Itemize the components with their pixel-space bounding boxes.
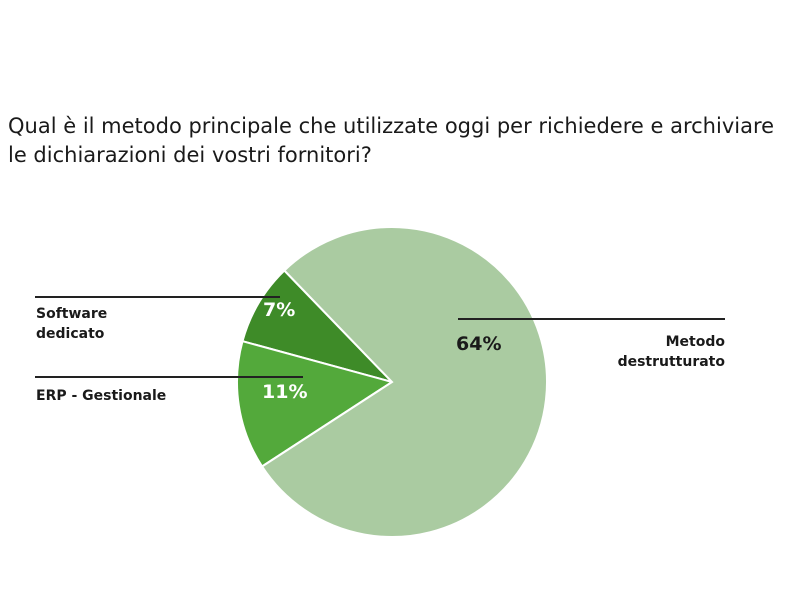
pie-slice-metodo-destrutturato [260, 226, 548, 538]
chart-title: Qual è il metodo principale che utilizza… [8, 114, 775, 167]
value-label-7: 7% [263, 299, 296, 321]
leader-line-erp [35, 376, 303, 378]
label-metodo-destrutturato: Metodo destrutturato [617, 334, 725, 370]
label-software-dedicato: Software dedicato [36, 306, 108, 342]
value-label-11: 11% [262, 381, 308, 403]
pie-slice-software-dedicato [241, 269, 396, 384]
value-label-64: 64% [456, 333, 502, 355]
label-erp-gestionale: ERP - Gestionale [36, 388, 167, 404]
leader-line-software [35, 296, 280, 298]
leader-line-metodo [458, 318, 725, 320]
pie-slice-erp-gestionale [236, 339, 395, 468]
